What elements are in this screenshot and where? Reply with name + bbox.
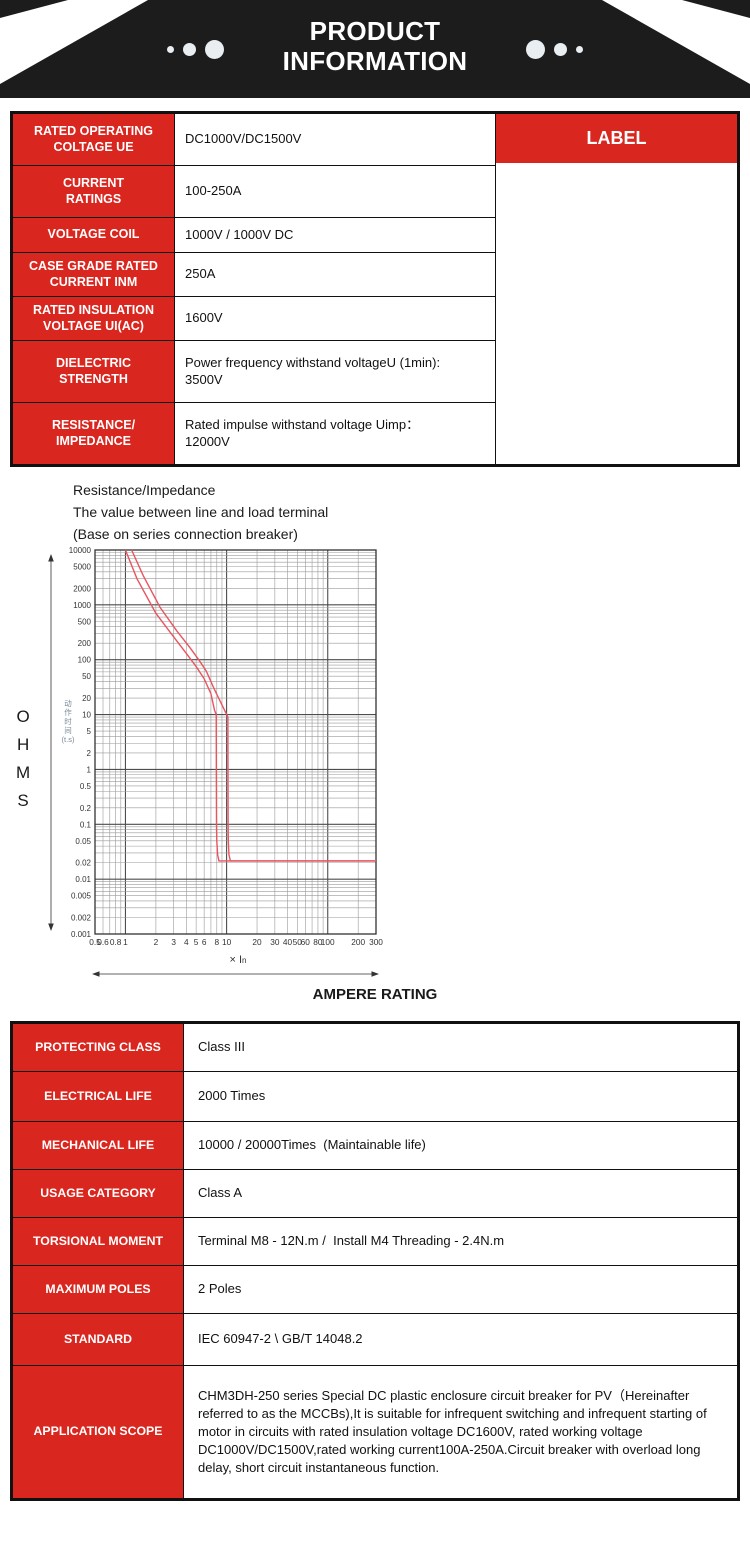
svg-text:50: 50 <box>82 672 91 681</box>
svg-text:2: 2 <box>154 937 159 947</box>
svg-text:6: 6 <box>202 937 207 947</box>
svg-text:1: 1 <box>123 937 128 947</box>
svg-text:0.1: 0.1 <box>80 820 92 829</box>
svg-text:20: 20 <box>82 694 91 703</box>
svg-text:10000: 10000 <box>69 546 92 555</box>
svg-text:100: 100 <box>321 937 335 947</box>
svg-text:0.01: 0.01 <box>75 875 91 884</box>
svg-text:30: 30 <box>270 937 280 947</box>
svg-text:10: 10 <box>82 711 91 720</box>
svg-text:10: 10 <box>222 937 232 947</box>
svg-text:40: 40 <box>283 937 293 947</box>
svg-text:4: 4 <box>184 937 189 947</box>
svg-text:5: 5 <box>87 727 92 736</box>
svg-text:0.02: 0.02 <box>75 859 91 868</box>
svg-text:1: 1 <box>87 765 92 774</box>
svg-text:0.2: 0.2 <box>80 804 92 813</box>
svg-text:0.5: 0.5 <box>80 782 92 791</box>
svg-text:3: 3 <box>171 937 176 947</box>
svg-text:0.005: 0.005 <box>71 892 92 901</box>
svg-text:60: 60 <box>301 937 311 947</box>
svg-text:5000: 5000 <box>73 563 91 572</box>
svg-text:1000: 1000 <box>73 601 91 610</box>
svg-text:2000: 2000 <box>73 584 91 593</box>
svg-text:8: 8 <box>214 937 219 947</box>
svg-text:0.8: 0.8 <box>110 937 122 947</box>
svg-text:5: 5 <box>194 937 199 947</box>
svg-text:200: 200 <box>351 937 365 947</box>
svg-text:2: 2 <box>87 749 92 758</box>
svg-text:200: 200 <box>78 639 92 648</box>
svg-text:500: 500 <box>78 617 92 626</box>
svg-text:0.001: 0.001 <box>71 930 92 939</box>
svg-text:0.05: 0.05 <box>75 837 91 846</box>
svg-text:0.6: 0.6 <box>97 937 109 947</box>
svg-text:0.002: 0.002 <box>71 913 92 922</box>
svg-text:100: 100 <box>78 656 92 665</box>
svg-text:300: 300 <box>369 937 383 947</box>
svg-text:20: 20 <box>252 937 262 947</box>
